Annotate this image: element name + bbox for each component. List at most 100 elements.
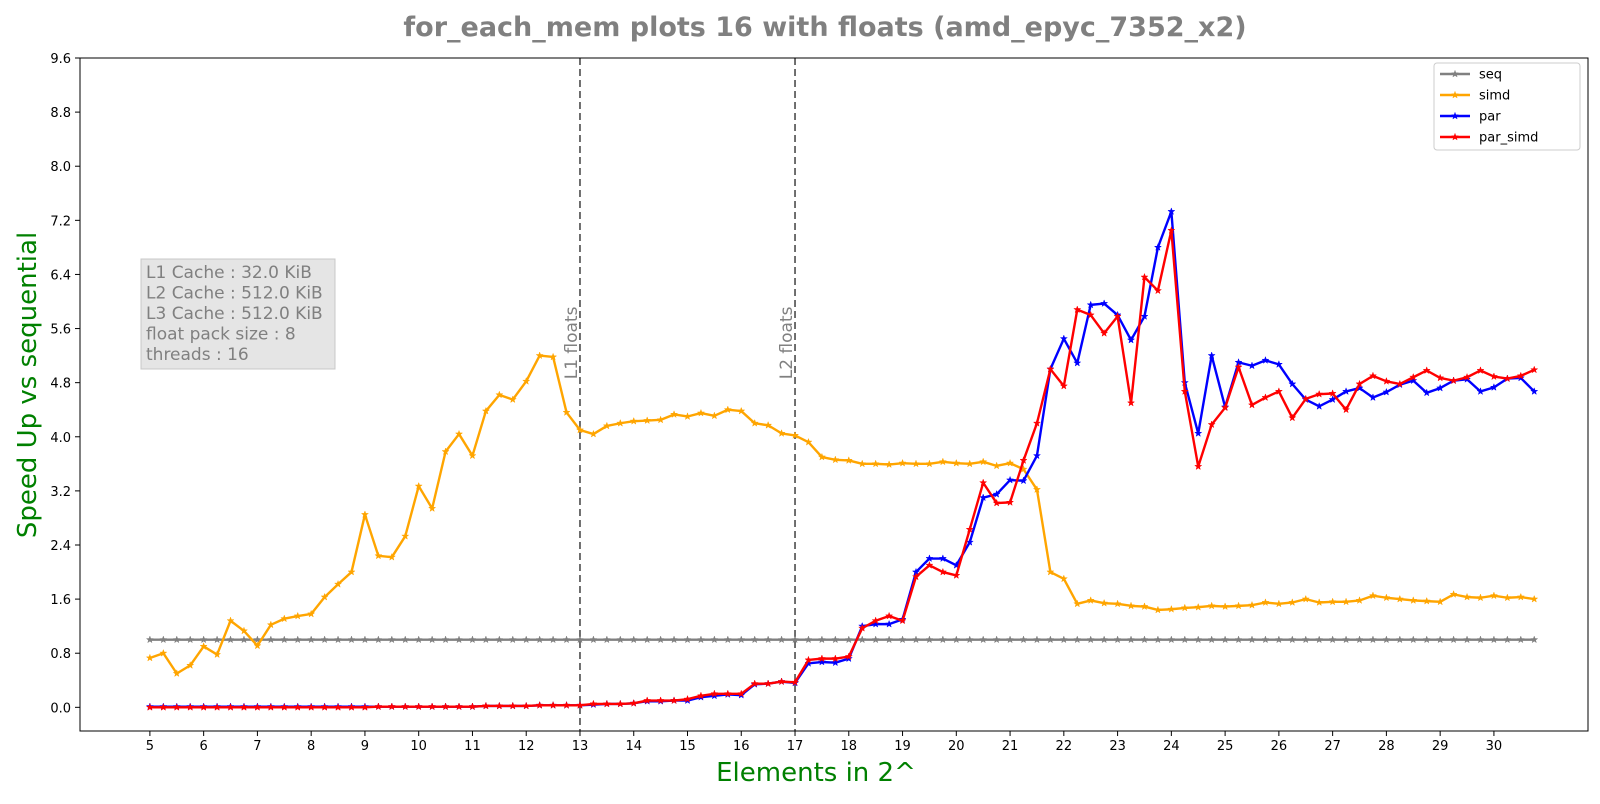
- data-point-seq: [777, 635, 786, 644]
- data-point-par: [1489, 383, 1499, 391]
- data-point-par_simd: [1462, 372, 1472, 381]
- x-tick-label: 26: [1271, 739, 1288, 754]
- data-point-simd: [1449, 590, 1458, 598]
- data-point-simd: [508, 395, 517, 404]
- data-point-seq: [911, 635, 921, 644]
- data-point-simd: [548, 352, 558, 361]
- data-point-simd: [1530, 594, 1539, 603]
- data-point-seq: [575, 635, 585, 644]
- y-tick-label: 7.2: [50, 214, 71, 229]
- data-point-par_simd: [696, 691, 706, 700]
- data-point-par_simd: [1126, 398, 1136, 407]
- data-point-par_simd: [1503, 374, 1512, 383]
- data-point-par_simd: [535, 700, 544, 709]
- data-point-par_simd: [817, 654, 827, 663]
- data-point-simd: [1220, 602, 1230, 611]
- data-point-par_simd: [522, 701, 531, 710]
- data-point-seq: [360, 635, 370, 644]
- data-point-par_simd: [723, 689, 732, 698]
- data-point-seq: [992, 635, 1001, 644]
- data-point-seq: [683, 635, 692, 644]
- x-tick-label: 6: [200, 739, 208, 754]
- data-point-par_simd: [884, 611, 894, 620]
- data-point-par_simd: [1180, 387, 1189, 395]
- data-point-simd: [1247, 600, 1257, 609]
- data-point-par_simd: [1059, 381, 1068, 390]
- data-point-par_simd: [307, 702, 316, 711]
- x-tick-label: 7: [253, 739, 261, 754]
- data-point-seq: [347, 635, 356, 644]
- x-tick-label: 30: [1486, 739, 1503, 754]
- data-point-seq: [1422, 635, 1431, 644]
- data-point-par: [979, 493, 988, 502]
- data-point-seq: [1005, 635, 1015, 644]
- data-point-seq: [1274, 635, 1284, 644]
- data-point-seq: [1167, 635, 1176, 644]
- data-point-par_simd: [1140, 272, 1149, 281]
- data-point-simd: [145, 653, 155, 662]
- data-point-par: [831, 658, 840, 667]
- x-tick-label: 5: [146, 739, 154, 754]
- data-point-seq: [1073, 635, 1082, 644]
- info-box-line: L3 Cache : 512.0 KiB: [146, 304, 323, 324]
- data-point-seq: [1382, 635, 1391, 644]
- data-point-seq: [1261, 635, 1270, 644]
- data-point-seq: [629, 635, 638, 644]
- data-point-seq: [1220, 635, 1230, 644]
- data-point-seq: [1288, 635, 1297, 644]
- series-simd: [145, 351, 1539, 678]
- x-tick-label: 18: [841, 739, 858, 754]
- data-point-par: [817, 657, 827, 666]
- data-point-seq: [199, 635, 208, 644]
- legend-marker-simd: [1450, 90, 1460, 99]
- data-point-simd: [212, 650, 222, 659]
- data-point-par_simd: [844, 652, 853, 661]
- info-box-line: float pack size : 8: [146, 325, 296, 345]
- data-point-par: [992, 489, 1001, 498]
- data-point-par: [1341, 387, 1351, 395]
- y-tick-label: 0.8: [50, 647, 71, 662]
- data-point-simd: [387, 552, 396, 561]
- data-point-seq: [401, 635, 410, 644]
- y-tick-label: 4.0: [50, 431, 71, 446]
- data-point-simd: [1194, 602, 1203, 611]
- data-point-par_simd: [737, 689, 746, 698]
- x-tick-label: 14: [625, 739, 642, 754]
- data-point-simd: [938, 457, 948, 466]
- data-point-seq: [1301, 635, 1310, 644]
- data-point-seq: [159, 635, 168, 644]
- data-point-par: [1073, 358, 1082, 367]
- data-point-simd: [629, 416, 638, 425]
- data-point-simd: [1355, 596, 1364, 604]
- data-point-par_simd: [1247, 400, 1257, 409]
- data-point-seq: [320, 635, 329, 644]
- data-point-seq: [1503, 635, 1512, 644]
- data-point-par: [1167, 207, 1176, 216]
- data-point-simd: [1341, 597, 1351, 606]
- data-point-seq: [696, 635, 706, 644]
- series-line-par_simd: [149, 229, 1535, 709]
- data-point-simd: [333, 579, 343, 588]
- data-point-simd: [401, 531, 410, 540]
- y-tick-label: 2.4: [50, 539, 71, 554]
- legend-label-simd: simd: [1479, 89, 1510, 104]
- data-point-par_simd: [1422, 366, 1431, 375]
- data-point-simd: [763, 420, 773, 429]
- y-tick-label: 3.2: [50, 485, 71, 500]
- data-point-par_simd: [454, 702, 464, 711]
- data-point-par_simd: [172, 702, 181, 711]
- data-point-par_simd: [1005, 498, 1015, 506]
- data-point-seq: [1234, 635, 1243, 644]
- data-point-par: [1086, 300, 1095, 309]
- y-tick-label: 0.0: [50, 701, 71, 716]
- data-point-simd: [589, 429, 598, 438]
- data-point-seq: [925, 635, 934, 644]
- legend: seq simd par par_simd: [1433, 62, 1581, 151]
- data-point-simd: [414, 481, 423, 490]
- data-point-par: [1126, 335, 1136, 344]
- data-point-simd: [481, 406, 491, 415]
- data-point-par_simd: [710, 689, 719, 698]
- data-point-simd: [575, 425, 585, 434]
- cache-boundary-lines: L1 floats L2 floats: [562, 58, 797, 731]
- x-tick-label: 20: [948, 739, 965, 754]
